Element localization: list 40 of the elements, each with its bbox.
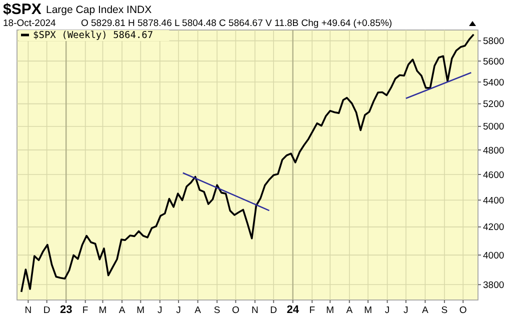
x-tick-label: F [309, 305, 316, 316]
x-tick-label: O [232, 305, 240, 316]
x-tick-label: A [194, 305, 202, 316]
x-tick-label: N [252, 305, 259, 316]
x-tick-label: F [82, 305, 88, 316]
y-tick-label: 4800 [483, 145, 504, 156]
x-tick-label: S [214, 305, 220, 316]
x-tick-label: O [459, 305, 467, 316]
text: 18-Oct-2024 [3, 18, 56, 29]
x-tick-label: M [364, 305, 372, 316]
y-tick-label: 5200 [483, 99, 504, 110]
x-tick-label: S [441, 305, 448, 316]
y-tick-label: 5600 [483, 56, 504, 68]
legend-label: $SPX (Weekly) 5864.67 [33, 30, 154, 41]
x-tick-label: 23 [60, 304, 72, 316]
x-tick-label: J [384, 305, 390, 316]
x-tick-label: D [43, 305, 50, 316]
y-tick-label: 4000 [483, 250, 504, 262]
x-tick-label: J [158, 305, 163, 316]
y-tick-label: 5800 [483, 36, 504, 48]
x-tick-label: J [176, 305, 182, 316]
y-tick-label: 5400 [483, 77, 504, 88]
x-tick-label: A [118, 305, 126, 316]
y-tick-label: 4200 [483, 222, 504, 234]
x-tick-label: M [136, 305, 145, 316]
text: O 5829.81 H 5878.46 L 5804.48 C 5864.67 V 11.8B Chg +49.64 (+0.85%) [81, 18, 392, 29]
x-tick-label: D [270, 305, 278, 316]
x-tick-label: A [422, 305, 430, 316]
y-tick-label: 4600 [483, 170, 504, 181]
x-tick-label: J [404, 305, 409, 316]
chart-title: $SPX [3, 1, 42, 18]
x-tick-label: M [98, 305, 107, 316]
y-tick-label: 3800 [483, 280, 504, 291]
x-tick-label: N [24, 305, 32, 316]
x-tick-label: M [326, 305, 334, 316]
y-tick-label: 4400 [483, 195, 504, 206]
x-tick-label: 24 [286, 304, 300, 316]
y-tick-label: 5000 [483, 122, 504, 133]
x-tick-label: A [346, 305, 354, 316]
chart-subtitle: Large Cap Index INDX [46, 4, 152, 16]
